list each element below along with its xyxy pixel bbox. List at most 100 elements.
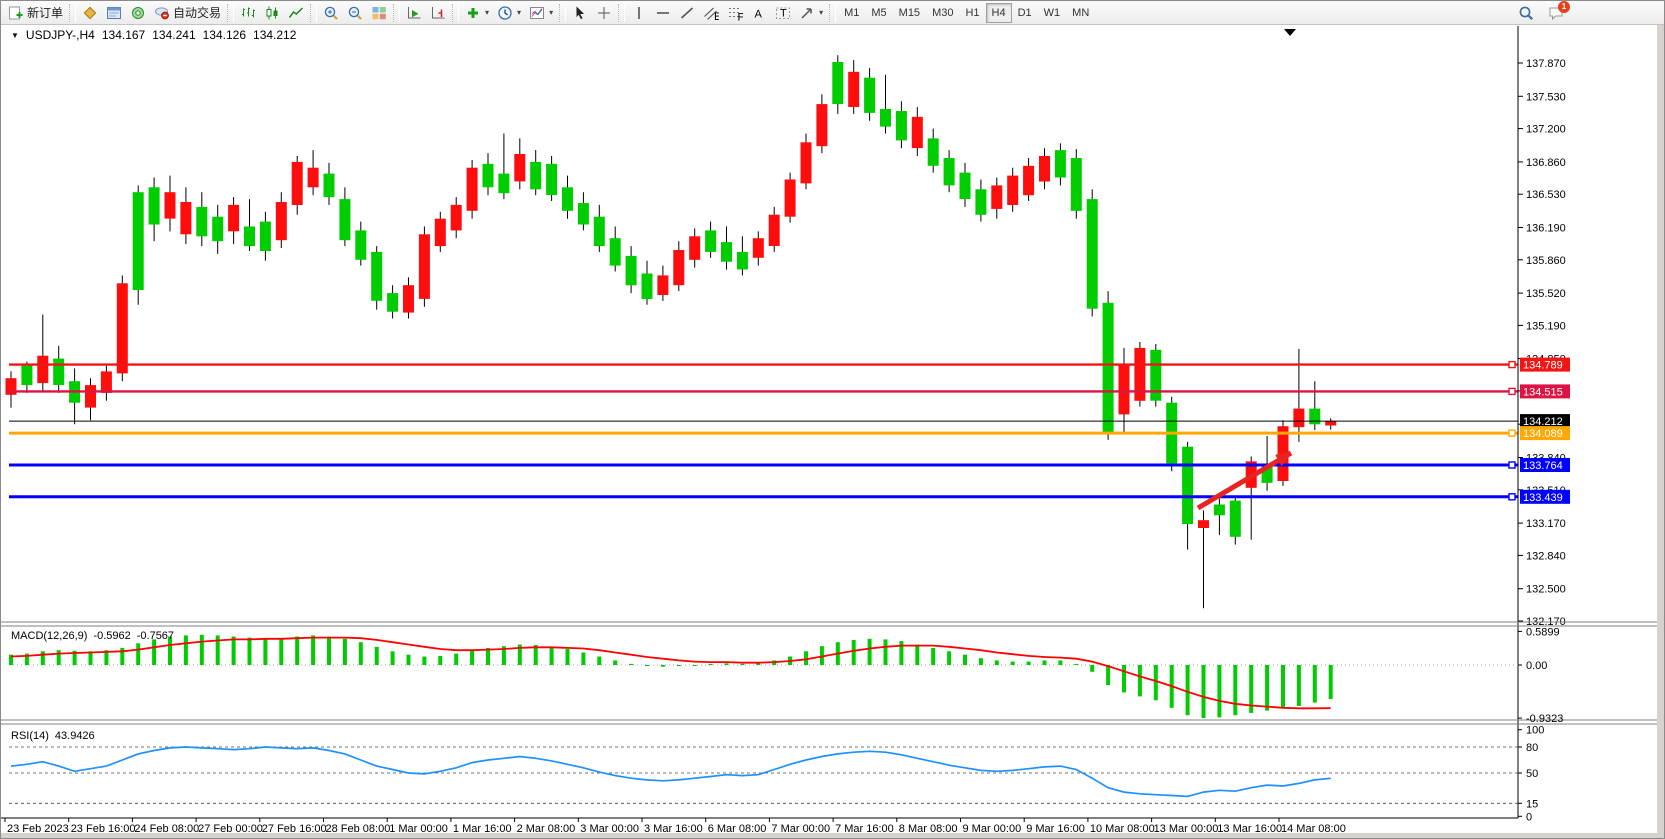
price-tick-label: 137.200 xyxy=(1526,124,1566,136)
time-tick-label: 28 Feb 08:00 xyxy=(326,823,391,835)
candles-button[interactable] xyxy=(260,3,284,23)
crosshair-icon xyxy=(596,5,612,21)
price-tick-label: 137.870 xyxy=(1526,58,1566,70)
bars-button[interactable] xyxy=(236,3,260,23)
zoom-out-button[interactable] xyxy=(343,3,367,23)
channel-button[interactable]: E xyxy=(699,3,723,23)
toolbar-group-insert: ▾ ▾ ▾ xyxy=(461,1,557,24)
rsi-tick-label: 0 xyxy=(1526,811,1532,823)
chart-canvas[interactable]: 137.870 137.530 137.200 136.860 136.530 136.1… xyxy=(1,24,1665,839)
macd-name: MACD(12,26,9) xyxy=(11,630,88,642)
price-tick-label: 137.530 xyxy=(1526,91,1566,103)
timeframe-m30-button[interactable]: M30 xyxy=(926,3,959,23)
vertical-line-button[interactable] xyxy=(627,3,651,23)
time-tick-label: 7 Mar 16:00 xyxy=(835,823,894,835)
timeframe-label: W1 xyxy=(1043,6,1061,19)
trendline-icon xyxy=(679,5,695,21)
svg-text:E: E xyxy=(714,11,719,21)
panel-separators[interactable] xyxy=(1,621,1665,725)
auto-scroll-button[interactable] xyxy=(402,3,426,23)
time-tick-label: 10 Mar 08:00 xyxy=(1090,823,1155,835)
candles-layer xyxy=(5,55,1337,609)
new-order-button[interactable]: 新订单 xyxy=(4,3,67,23)
timeframe-mn-button[interactable]: MN xyxy=(1066,3,1095,23)
time-tick-label: 2 Mar 08:00 xyxy=(517,823,576,835)
time-tick-label: 23 Feb 2023 xyxy=(7,823,69,835)
rsi-name: RSI(14) xyxy=(11,730,49,742)
signals-button[interactable] xyxy=(126,3,150,23)
price-tick-label: 136.530 xyxy=(1526,189,1566,201)
current-price-badge: 134.212 xyxy=(1523,416,1563,428)
timeframe-h4-button[interactable]: H4 xyxy=(985,2,1012,23)
chevron-down-icon[interactable]: ▾ xyxy=(517,8,522,17)
templates-icon xyxy=(529,5,545,21)
bars-icon xyxy=(240,5,256,21)
level-price-badge: 133.439 xyxy=(1523,492,1563,504)
timeframe-m1-button[interactable]: M1 xyxy=(838,3,865,23)
price-tick-label: 135.520 xyxy=(1526,288,1566,300)
text-icon: A xyxy=(751,5,767,21)
macd-label: MACD(12,26,9) -0.5962 -0.7567 xyxy=(11,630,174,642)
timeframe-label: D1 xyxy=(1017,6,1032,19)
zoom-in-button[interactable] xyxy=(319,3,343,23)
text-button[interactable]: A xyxy=(747,3,771,23)
autotrading-label: 自动交易 xyxy=(173,6,222,20)
chart-dropdown-icon[interactable]: ▼ xyxy=(11,30,19,40)
text-label-button[interactable]: T xyxy=(771,3,795,23)
horizontal-lines[interactable] xyxy=(9,363,1518,499)
timeframe-m5-button[interactable]: M5 xyxy=(865,3,892,23)
timeframe-w1-button[interactable]: W1 xyxy=(1038,3,1067,23)
level-price-badge: 134.089 xyxy=(1523,428,1563,440)
data-window-button[interactable] xyxy=(102,3,126,23)
chart-shift-button[interactable] xyxy=(426,3,450,23)
chevron-down-icon[interactable]: ▾ xyxy=(485,8,490,17)
toolbar-group-zoom xyxy=(319,1,391,24)
trendline-button[interactable] xyxy=(675,3,699,23)
main-toolbar: 新订单 自动交易 ▾ ▾ ▾ E F A T ▾ M1 M5 M15 M30 H1 H4 D1 W1 MN 1 xyxy=(1,1,1664,25)
macd-tick-label: -0.9323 xyxy=(1526,713,1563,725)
line-chart-button[interactable] xyxy=(284,3,308,23)
cursor-button[interactable] xyxy=(568,3,592,23)
periods-button[interactable]: ▾ xyxy=(493,3,525,23)
toolbar-separator xyxy=(69,3,77,22)
auto-scroll-icon xyxy=(406,5,422,21)
tile-windows-button[interactable] xyxy=(367,3,391,23)
timeframe-h1-button[interactable]: H1 xyxy=(959,3,985,23)
ohlc-high: 134.241 xyxy=(152,28,196,42)
timeframe-label: M15 xyxy=(898,6,921,19)
chevron-down-icon[interactable]: ▾ xyxy=(819,8,824,17)
chevron-down-icon[interactable]: ▾ xyxy=(549,8,554,17)
timeframe-label: M1 xyxy=(844,6,860,19)
toolbar-separator xyxy=(829,3,837,22)
toolbar-separator xyxy=(310,3,318,22)
timeframe-d1-button[interactable]: D1 xyxy=(1012,3,1038,23)
timeframe-label: M30 xyxy=(932,6,954,19)
fibonacci-button[interactable]: F xyxy=(723,3,747,23)
toolbar-separator xyxy=(227,3,235,22)
autotrading-button[interactable]: 自动交易 xyxy=(150,3,225,23)
timeframe-label: MN xyxy=(1072,6,1090,19)
horizontal-line-button[interactable] xyxy=(651,3,675,23)
time-tick-label: 6 Mar 08:00 xyxy=(708,823,767,835)
timeframe-m15-button[interactable]: M15 xyxy=(893,3,926,23)
search-icon xyxy=(1518,5,1534,21)
arrows-button[interactable]: ▾ xyxy=(795,3,827,23)
rsi-tick-label: 50 xyxy=(1526,768,1538,780)
indicators-button[interactable]: ▾ xyxy=(461,3,493,23)
trend-arrow[interactable] xyxy=(1196,450,1293,511)
scroll-to-end-marker[interactable] xyxy=(1284,29,1296,36)
chart-shift-icon xyxy=(430,5,446,21)
templates-button[interactable]: ▾ xyxy=(525,3,557,23)
ohlc-open: 134.167 xyxy=(101,28,146,42)
toolbar-group-draw: E F A T ▾ xyxy=(627,1,827,24)
market-watch-button[interactable] xyxy=(78,3,102,23)
crosshair-button[interactable] xyxy=(592,3,616,23)
chat-button[interactable]: 1 xyxy=(1544,1,1570,23)
time-tick-label: 14 Mar 08:00 xyxy=(1281,823,1346,835)
toolbar-group-pointer xyxy=(568,1,616,24)
toolbar-group-panels: 自动交易 xyxy=(78,1,225,24)
search-button[interactable] xyxy=(1514,3,1538,23)
time-tick-label: 9 Mar 00:00 xyxy=(963,823,1022,835)
